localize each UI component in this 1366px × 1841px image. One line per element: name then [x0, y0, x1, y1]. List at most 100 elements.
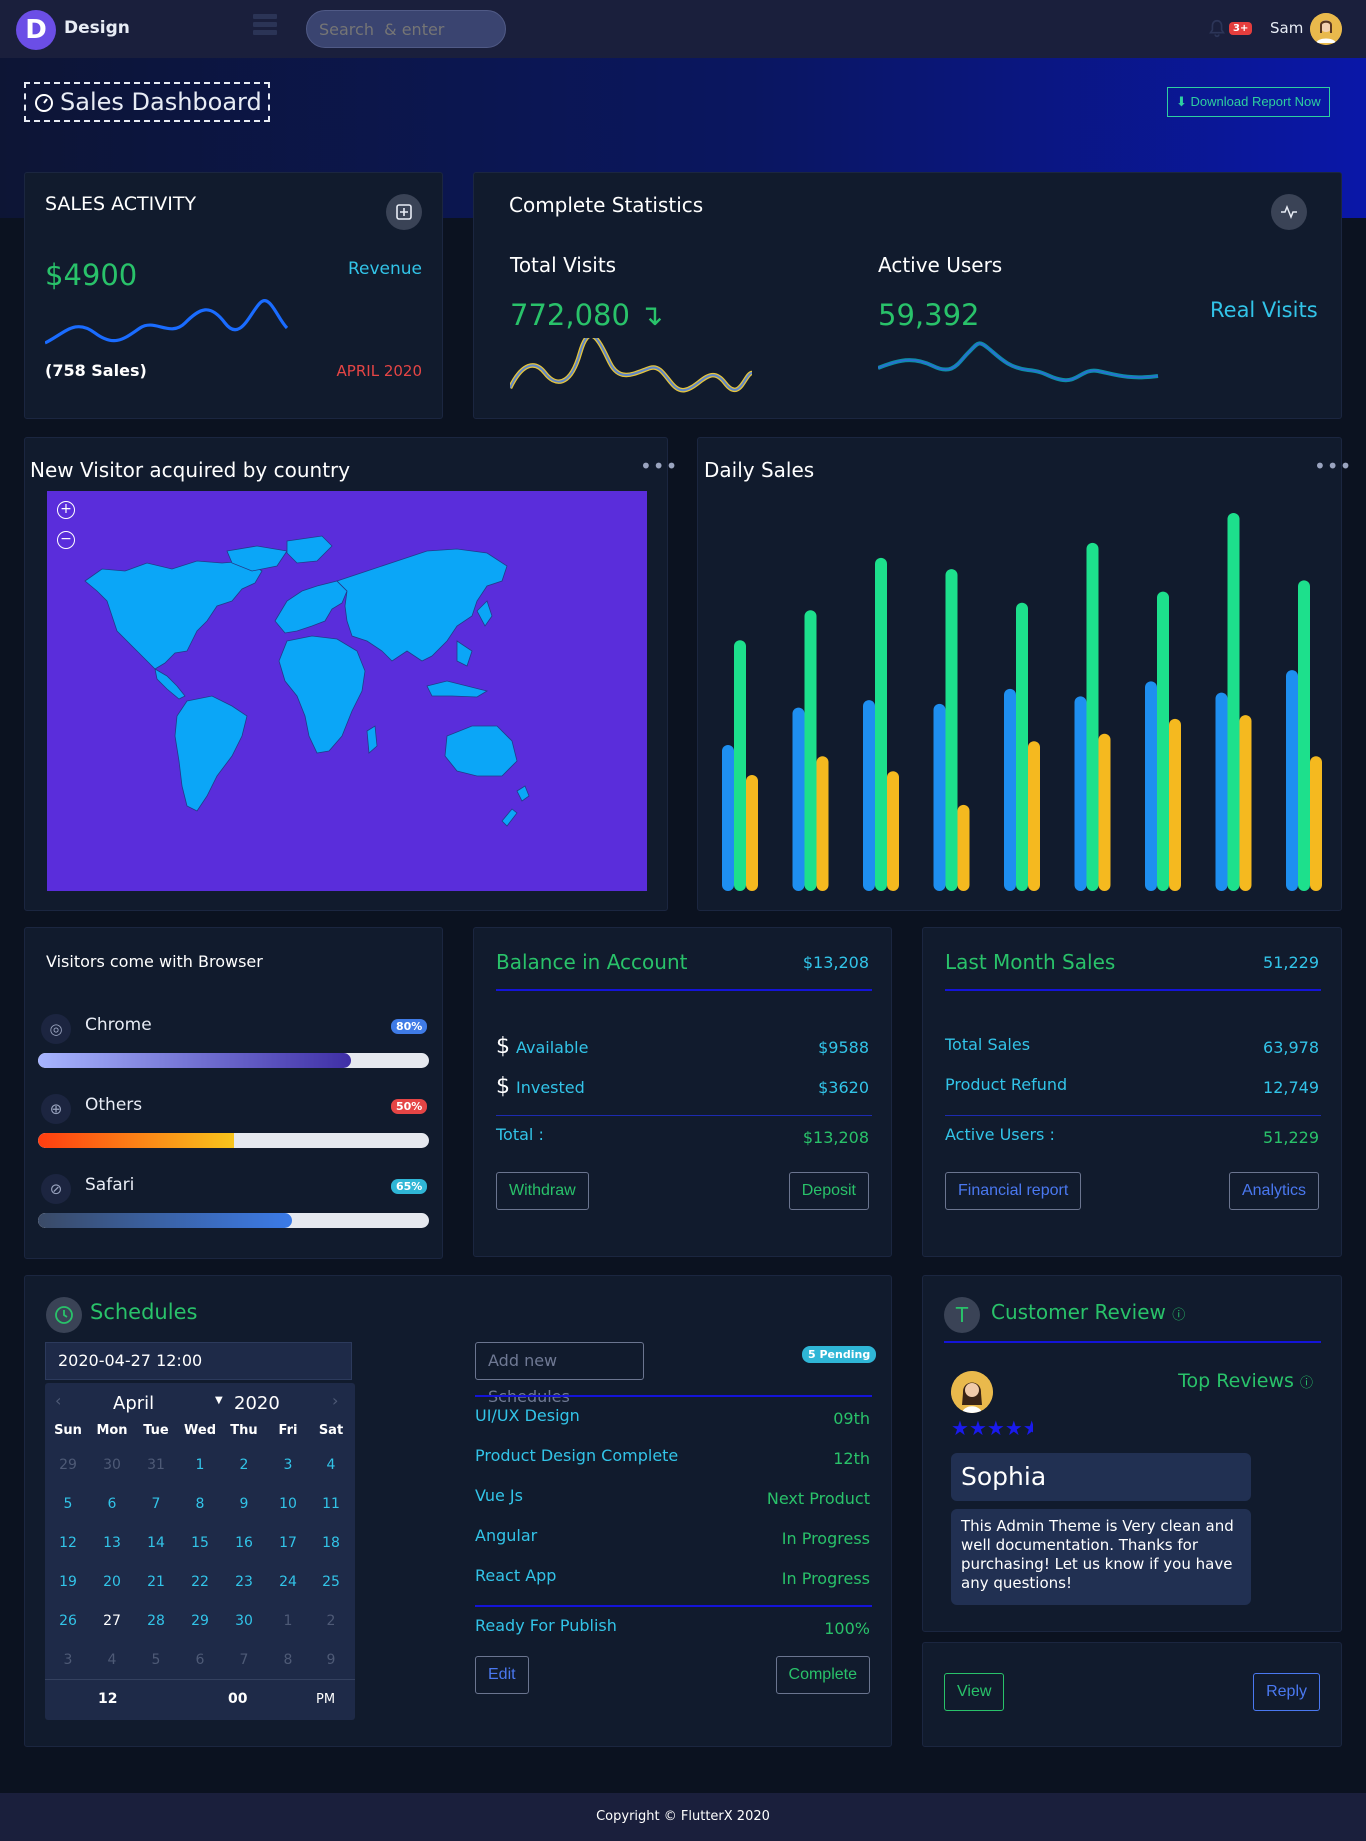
calendar-day[interactable]: 10 [279, 1496, 297, 1512]
calendar-day[interactable]: 20 [103, 1574, 121, 1590]
complete-button[interactable]: Complete [775, 1656, 870, 1694]
logo-icon[interactable]: D [16, 10, 56, 50]
zoom-in-icon[interactable]: + [57, 501, 75, 519]
calendar-day[interactable]: 3 [63, 1652, 73, 1668]
daily-sales-bar[interactable] [1286, 670, 1298, 891]
info-icon[interactable]: ⓘ [1299, 1376, 1313, 1391]
next-month-icon[interactable]: › [332, 1391, 339, 1410]
daily-sales-bar[interactable] [1086, 542, 1099, 891]
world-map[interactable]: + − [47, 491, 647, 891]
withdraw-button[interactable]: Withdraw [496, 1172, 589, 1210]
calendar-day[interactable]: 9 [326, 1652, 336, 1668]
add-box-icon[interactable] [386, 194, 422, 230]
daily-sales-bar[interactable] [1169, 718, 1181, 891]
calendar-day[interactable]: 6 [195, 1652, 205, 1668]
calendar-day[interactable]: 22 [191, 1574, 209, 1590]
menu-toggle-icon[interactable] [253, 14, 277, 36]
bell-icon[interactable] [1206, 18, 1228, 40]
calendar-day[interactable]: 28 [147, 1613, 165, 1629]
daily-sales-bar[interactable] [1004, 688, 1016, 891]
calendar-day[interactable]: 1 [283, 1613, 293, 1629]
calendar-day[interactable]: 19 [59, 1574, 77, 1590]
daily-sales-bar[interactable] [792, 707, 805, 891]
user-avatar[interactable] [1310, 13, 1342, 45]
daily-sales-bar[interactable] [887, 771, 899, 891]
calendar-day[interactable]: 29 [191, 1613, 209, 1629]
daily-sales-bar[interactable] [816, 756, 829, 891]
calendar-day[interactable]: 18 [322, 1535, 340, 1551]
year-input[interactable]: 2020 [234, 1393, 280, 1414]
calendar-day[interactable]: 4 [326, 1457, 336, 1473]
info-icon[interactable]: ⓘ [1172, 1308, 1186, 1323]
daily-sales-bar[interactable] [957, 804, 970, 891]
calendar-day[interactable]: 24 [279, 1574, 297, 1590]
calendar-day[interactable]: 8 [195, 1496, 205, 1512]
reply-button[interactable]: Reply [1253, 1673, 1320, 1711]
calendar-day[interactable]: 25 [322, 1574, 340, 1590]
daily-sales-bar[interactable] [1145, 681, 1157, 891]
daily-sales-bar[interactable] [863, 700, 875, 891]
calendar-day[interactable]: 17 [279, 1535, 297, 1551]
calendar-day[interactable]: 9 [239, 1496, 249, 1512]
analytics-button[interactable]: Analytics [1228, 1172, 1319, 1210]
calendar-day[interactable]: 23 [235, 1574, 253, 1590]
calendar-day[interactable]: 27 [90, 1602, 134, 1642]
daily-sales-bar[interactable] [1098, 733, 1111, 891]
daily-sales-bar[interactable] [804, 610, 817, 891]
calendar-day[interactable]: 2 [239, 1457, 249, 1473]
calendar-day[interactable]: 2 [326, 1613, 336, 1629]
financial-report-button[interactable]: Financial report [945, 1172, 1082, 1210]
calendar-day[interactable]: 8 [283, 1652, 293, 1668]
calendar-day[interactable]: 7 [239, 1652, 249, 1668]
add-schedule-input[interactable]: Add new Schedules [475, 1342, 644, 1406]
calendar-day[interactable]: 30 [103, 1457, 121, 1473]
daily-sales-bar[interactable] [1157, 591, 1169, 891]
minute-input[interactable]: 00 [228, 1691, 248, 1707]
daily-sales-bar[interactable] [933, 703, 946, 891]
daily-sales-bar[interactable] [945, 569, 958, 891]
daily-sales-bar[interactable] [746, 774, 758, 891]
calendar-day[interactable]: 14 [147, 1535, 165, 1551]
calendar-day[interactable]: 5 [63, 1496, 73, 1512]
calendar-day[interactable]: 7 [151, 1496, 161, 1512]
daily-sales-bar[interactable] [1074, 696, 1087, 891]
calendar-day[interactable]: 5 [151, 1652, 161, 1668]
edit-button[interactable]: Edit [475, 1656, 529, 1694]
calendar-day[interactable]: 16 [235, 1535, 253, 1551]
daily-sales-bar[interactable] [1028, 741, 1040, 891]
daily-sales-bar[interactable] [875, 557, 887, 891]
calendar-day[interactable]: 1 [195, 1457, 205, 1473]
calendar-day[interactable]: 4 [107, 1652, 117, 1668]
prev-month-icon[interactable]: ‹ [55, 1391, 62, 1410]
daily-sales-bar[interactable] [1298, 580, 1310, 891]
zoom-out-icon[interactable]: − [57, 531, 75, 549]
hour-input[interactable]: 12 [98, 1691, 118, 1707]
month-select[interactable]: April [113, 1393, 155, 1414]
activity-icon[interactable] [1271, 194, 1307, 230]
more-options-icon[interactable]: ••• [1314, 454, 1353, 478]
daily-sales-bar[interactable] [722, 745, 734, 891]
calendar-day[interactable]: 30 [235, 1613, 253, 1629]
calendar-day[interactable]: 6 [107, 1496, 117, 1512]
calendar-day[interactable]: 26 [59, 1613, 77, 1629]
deposit-button[interactable]: Deposit [788, 1172, 869, 1210]
calendar-day[interactable]: 12 [59, 1535, 77, 1551]
daily-sales-bar[interactable] [734, 640, 746, 891]
download-report-button[interactable]: ⬇ Download Report Now [1167, 87, 1330, 117]
ampm-toggle[interactable]: PM [316, 1692, 336, 1707]
calendar-day[interactable]: 21 [147, 1574, 165, 1590]
daily-sales-bar[interactable] [1227, 512, 1240, 891]
search-input[interactable] [306, 10, 506, 48]
more-options-icon[interactable]: ••• [640, 454, 679, 478]
calendar-day[interactable]: 3 [283, 1457, 293, 1473]
daily-sales-bar[interactable] [1215, 692, 1228, 891]
calendar-day[interactable]: 11 [322, 1496, 340, 1512]
user-name[interactable]: Sam [1270, 19, 1304, 37]
daily-sales-bar[interactable] [1239, 715, 1252, 891]
datetime-input[interactable]: 2020-04-27 12:00 [45, 1342, 352, 1380]
calendar-day[interactable]: 15 [191, 1535, 209, 1551]
calendar-day[interactable]: 29 [59, 1457, 77, 1473]
calendar-day[interactable]: 13 [103, 1535, 121, 1551]
daily-sales-bar[interactable] [1310, 756, 1322, 891]
view-button[interactable]: View [944, 1673, 1005, 1711]
